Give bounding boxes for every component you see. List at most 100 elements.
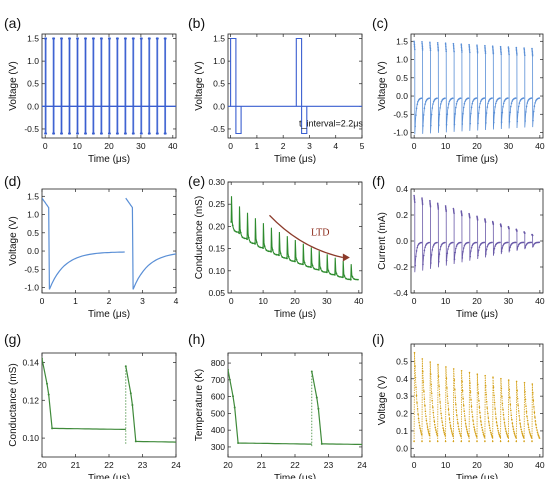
trace-point xyxy=(440,245,442,248)
trace-point xyxy=(534,416,536,418)
trace-point xyxy=(476,373,479,376)
pulse-point xyxy=(156,132,159,135)
y-axis-label: Current (mA) xyxy=(377,212,388,270)
y-tick-label: 600 xyxy=(211,392,225,402)
trace-point xyxy=(507,440,510,443)
trace-point xyxy=(484,374,487,377)
trace-point xyxy=(343,275,346,277)
trace-point xyxy=(525,244,527,247)
trace-point xyxy=(467,241,470,244)
trace-point xyxy=(446,395,449,398)
trace-point xyxy=(464,419,467,422)
trace-point xyxy=(490,431,492,434)
x-axis-label: Time (μs) xyxy=(456,309,498,320)
pulse-trace xyxy=(468,213,477,261)
y-tick-label: 0.5 xyxy=(27,79,39,89)
trace-point xyxy=(437,48,440,50)
y-tick-label: 0.25 xyxy=(208,199,225,209)
trace-point xyxy=(468,440,470,443)
trace-point xyxy=(480,423,483,426)
trace-point xyxy=(434,423,436,426)
trace-point xyxy=(513,432,516,435)
trace-point xyxy=(523,47,525,49)
x-axis-label: Time (μs) xyxy=(274,309,316,320)
trace-point xyxy=(523,53,526,55)
trace-point xyxy=(445,259,448,262)
trace-point xyxy=(271,249,274,251)
y-tick-label: -1.0 xyxy=(393,128,408,138)
trace-point xyxy=(502,408,504,411)
trace-point xyxy=(482,433,485,435)
trace-point xyxy=(486,245,489,248)
trace-point xyxy=(462,397,464,400)
pulse-trace xyxy=(508,380,517,442)
x-tick-label: 21 xyxy=(257,460,267,470)
trace-point xyxy=(521,432,524,435)
trace-point xyxy=(435,431,438,434)
trace-point xyxy=(493,247,496,250)
trace-point xyxy=(131,404,134,406)
trace-point xyxy=(429,49,432,52)
trace-point xyxy=(430,383,433,386)
trace-point xyxy=(508,50,510,53)
trace-point xyxy=(463,410,466,412)
trace-point xyxy=(310,266,312,269)
trace-point xyxy=(454,396,457,399)
trace-point xyxy=(469,382,471,384)
x-tick-label: 5 xyxy=(360,141,365,151)
trace-point xyxy=(460,440,463,443)
pulse-trace xyxy=(515,381,525,442)
trace-point xyxy=(532,119,534,122)
trace-point xyxy=(515,380,518,383)
trace-point xyxy=(537,433,539,435)
y-tick-label: 0.30 xyxy=(208,177,225,187)
trace-point xyxy=(302,263,304,266)
trace-point xyxy=(233,406,236,409)
trace-point xyxy=(480,100,482,103)
trace-point xyxy=(432,100,435,103)
trace-point xyxy=(347,278,349,281)
trace-point xyxy=(486,106,489,108)
trace-point xyxy=(467,434,470,437)
trace-point xyxy=(495,421,498,424)
trace-point xyxy=(462,251,464,253)
trace-point xyxy=(500,250,503,253)
trace-point xyxy=(331,273,333,276)
trace-point xyxy=(456,100,459,103)
trace-point xyxy=(524,246,526,249)
trace-point xyxy=(529,433,531,435)
trace-point xyxy=(134,440,137,443)
trace-point xyxy=(531,47,533,50)
trace-point xyxy=(525,111,527,113)
trace-point xyxy=(413,198,416,201)
trace-point xyxy=(466,430,469,433)
trace-point xyxy=(231,224,234,227)
trace-point xyxy=(440,412,442,415)
y-axis-label: Voltage (V) xyxy=(377,376,388,425)
trace-point xyxy=(484,44,486,47)
panel-h: (h) 20 21 22 23 24 300 400 500 600 700 800 Time (μs)… xyxy=(188,331,367,479)
trace-point xyxy=(531,52,534,54)
pulse-trace xyxy=(468,372,478,442)
pulse-trace xyxy=(421,198,430,271)
trace-point xyxy=(500,48,502,51)
trace-point xyxy=(422,263,424,266)
x-tick-label: 24 xyxy=(357,460,367,470)
trace-point xyxy=(413,45,416,47)
pulse-trace xyxy=(421,358,430,442)
y-tick-label: -0.5 xyxy=(24,124,39,134)
trace-point xyxy=(279,252,282,255)
y-tick-label: 0.14 xyxy=(22,357,39,367)
trace-point xyxy=(438,113,441,116)
pulse-trace xyxy=(508,226,516,253)
trace-point xyxy=(520,428,522,431)
pulse-trace xyxy=(270,227,279,256)
panel-f: (f) 0 10 20 30 40 -0.4 -0.2 0.0 0.2 0.4 Time (μs) Cu… xyxy=(372,173,545,320)
pulse-point xyxy=(52,132,56,135)
trace-point xyxy=(523,381,526,384)
x-axis-label: Time (μs) xyxy=(88,473,130,479)
trace-point xyxy=(427,428,429,431)
trace-point xyxy=(524,54,526,57)
x-tick-label: 0 xyxy=(412,460,417,470)
trace-point xyxy=(431,249,434,251)
